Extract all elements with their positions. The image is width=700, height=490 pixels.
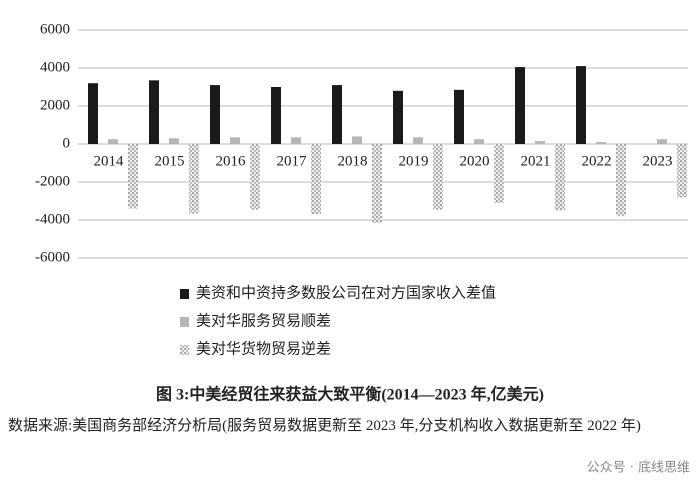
x-tick-label: 2018 [338,153,368,169]
bar [474,139,484,144]
watermark: 公众号 · 底线思维 [587,460,690,476]
bar [311,144,321,215]
bar [230,137,240,144]
legend-swatch [180,317,189,327]
legend-label: 美资和中资持多数股公司在对方国家收入差值 [196,284,496,301]
bar [271,87,281,144]
bar [128,144,138,209]
bar [250,144,260,210]
bar [332,85,342,144]
y-tick-label: 4000 [40,59,70,75]
bar [576,66,586,144]
x-tick-label: 2017 [277,153,308,169]
bar [413,137,423,144]
legend-label: 美对华服务贸易顺差 [196,312,331,329]
bar [535,141,545,144]
source: 数据来源:美国商务部经济分析局(服务贸易数据更新至 2023 年,分支机构收入数… [8,418,641,434]
bar [555,144,565,211]
legend-swatch [180,345,189,355]
bar [169,138,179,144]
bar [393,90,403,144]
legend-swatch [180,289,189,299]
y-tick-label: 0 [63,135,71,151]
bar [352,136,362,144]
caption: 图 3:中美经贸往来获益大致平衡(2014—2023 年,亿美元) [156,385,544,404]
x-tick-label: 2020 [460,153,490,169]
x-tick-label: 2019 [399,153,429,169]
bar [657,139,667,144]
source-box: 数据来源:美国商务部经济分析局(服务贸易数据更新至 2023 年,分支机构收入数… [8,418,641,434]
x-tick-label: 2016 [216,153,247,169]
bar [291,137,301,144]
bar [515,67,525,144]
bar [433,144,443,210]
bar [454,89,464,144]
bar [88,83,98,144]
legend-label: 美对华货物贸易逆差 [196,340,331,357]
bar [210,85,220,144]
y-tick-label: 6000 [40,21,70,37]
bar [372,144,382,223]
y-tick-label: 2000 [40,97,70,113]
bar [189,144,199,214]
y-tick-label: -2000 [35,173,70,189]
bar [108,139,118,144]
bar [149,80,159,144]
bar [494,144,504,203]
bar [596,142,606,144]
x-tick-label: 2023 [643,153,673,169]
y-tick-label: -4000 [35,211,70,227]
y-tick-label: -6000 [35,249,70,265]
bar [677,144,687,198]
bar [616,144,626,217]
x-tick-label: 2014 [94,153,125,169]
x-tick-label: 2015 [155,153,185,169]
x-tick-label: 2022 [582,153,612,169]
x-tick-label: 2021 [521,153,551,169]
